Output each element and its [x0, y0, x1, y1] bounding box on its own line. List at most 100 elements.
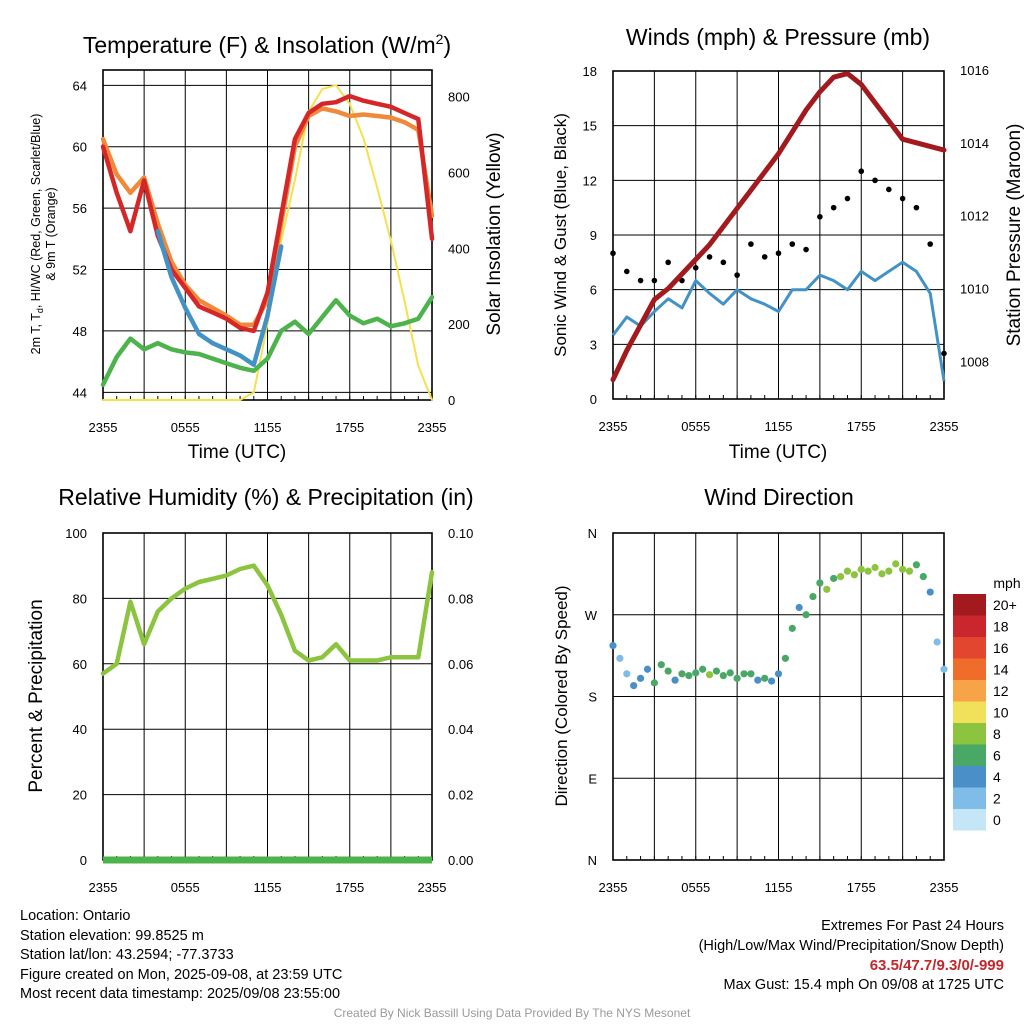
gust-point — [665, 259, 671, 266]
temperature-line — [100, 294, 435, 387]
winds-panel: Winds (mph) & Pressure (mb) Time (UTC) S… — [551, 24, 1024, 463]
x-tick-label: 2355 — [599, 419, 628, 434]
y2-tick-label: 1016 — [960, 63, 989, 78]
humidity-panel-ylabel: Percent & Precipitation — [26, 599, 47, 792]
x-tick-label: 1155 — [254, 880, 282, 895]
y-tick-label: 12 — [583, 173, 597, 188]
temperature-line — [100, 106, 435, 328]
y-tick-label: E — [588, 771, 597, 786]
station-elevation: Station elevation: 99.8525 m — [20, 927, 204, 944]
temperature-panel-xlabel: Time (UTC) — [188, 442, 287, 463]
x-tick-label: 0555 — [171, 420, 200, 435]
direction-point — [899, 565, 907, 573]
direction-point — [788, 624, 796, 632]
recent-timestamp: Most recent data timestamp: 2025/09/08 2… — [20, 986, 341, 1003]
direction-point — [733, 674, 741, 682]
colorbar-swatch — [953, 701, 986, 723]
direction-point — [754, 676, 762, 684]
colorbar-swatch — [953, 680, 986, 702]
direction-point — [919, 573, 927, 581]
max-gust: Max Gust: 15.4 mph On 09/08 at 1725 UTC — [723, 976, 1004, 993]
y-tick-label: 0 — [80, 853, 87, 868]
colorbar-label: 4 — [993, 769, 1001, 785]
extremes-info: Extremes For Past 24 Hours (High/Low/Max… — [699, 917, 1004, 995]
direction-point — [643, 665, 652, 673]
direction-point — [836, 573, 845, 581]
y2-tick-label: 1010 — [960, 282, 989, 297]
colorbar-label: 12 — [993, 683, 1009, 699]
temperature-panel: Temperature (F) & Insolation (W/m2) Time… — [29, 31, 505, 463]
y-tick-label: W — [585, 608, 598, 623]
winds-panel-ylabel: Sonic Wind & Gust (Blue, Black) — [551, 113, 570, 357]
plot-frame — [612, 532, 945, 861]
direction-point — [940, 665, 948, 673]
y2-tick-label: 0.10 — [448, 526, 473, 541]
colorbar-label: 6 — [993, 748, 1001, 764]
gust-point — [706, 254, 713, 260]
direction-point — [609, 642, 617, 650]
humidity-panel: Relative Humidity (%) & Precipitation (i… — [26, 484, 474, 895]
gust-point — [858, 168, 865, 175]
direction-point — [719, 672, 727, 680]
winds-panel-xlabel: Time (UTC) — [729, 442, 828, 463]
y-tick-label: 100 — [65, 526, 87, 541]
station-latlon: Station lat/lon: 43.2594; -77.3733 — [20, 947, 234, 964]
station-info: Location: Ontario Station elevation: 99.… — [20, 907, 342, 1005]
direction-point — [871, 563, 879, 572]
gust-point — [748, 241, 754, 247]
direction-point — [843, 567, 852, 575]
x-tick-label: 0555 — [681, 880, 710, 895]
direction-point — [926, 588, 934, 596]
gust-point — [734, 272, 740, 278]
x-tick-label: 1755 — [335, 420, 364, 435]
pressure-line — [610, 71, 947, 383]
gust-point — [941, 350, 947, 357]
y2-tick-label: 1008 — [960, 354, 989, 369]
temperature-line — [155, 228, 284, 367]
y2-tick-label: 600 — [448, 165, 470, 180]
speed-colorbar: mph 20+ 18 16 14 12 10 8 6 4 2 0 — [953, 575, 1021, 831]
gust-point — [720, 259, 727, 266]
colorbar-label: 0 — [993, 812, 1001, 828]
y-tick-label: 64 — [73, 78, 87, 93]
direction-point — [616, 654, 624, 662]
direction-point — [705, 671, 714, 679]
direction-point — [795, 603, 803, 612]
extremes-title: Extremes For Past 24 Hours — [821, 918, 1004, 934]
direction-point — [857, 565, 865, 573]
temperature-panel-ylabel-line1: 2m T, Td, HI/WC (Red, Green, Scarlet/Blu… — [29, 114, 45, 355]
direction-point — [885, 567, 893, 575]
x-tick-label: 2355 — [930, 419, 959, 434]
direction-point — [816, 579, 824, 587]
direction-point — [657, 661, 665, 669]
extremes-values: 63.5/47.7/9.3/0/-999 — [869, 957, 1004, 975]
y2-tick-label: 1014 — [960, 136, 989, 151]
direction-point — [933, 638, 941, 646]
winds-panel-y2label: Station Pressure (Maroon) — [1004, 124, 1024, 347]
y2-tick-label: 1012 — [960, 209, 989, 224]
direction-point — [905, 567, 914, 575]
colorbar-title: mph — [993, 575, 1020, 591]
direction-point — [781, 654, 789, 662]
direction-point — [664, 667, 672, 675]
colorbar-swatch — [953, 723, 986, 745]
direction-point — [864, 567, 872, 575]
x-tick-label: 2355 — [418, 420, 447, 435]
direction-point — [892, 560, 900, 568]
x-tick-label: 2355 — [930, 880, 959, 895]
gust-point — [637, 277, 644, 284]
x-tick-label: 1155 — [254, 420, 282, 435]
y-tick-label: 80 — [73, 591, 87, 606]
direction-point — [692, 669, 700, 677]
x-tick-label: 1155 — [765, 419, 793, 434]
gust-point — [817, 213, 823, 220]
y2-tick-label: 0.08 — [448, 591, 473, 606]
direction-point — [699, 665, 707, 673]
colorbar-swatch — [953, 744, 986, 766]
temperature-panel-ylabel-line2: & 9m T (Orange) — [44, 187, 58, 280]
plot-frame — [612, 70, 945, 400]
sustained-wind-line — [611, 260, 946, 382]
humidity-line — [100, 563, 435, 676]
colorbar-label: 18 — [993, 619, 1009, 635]
